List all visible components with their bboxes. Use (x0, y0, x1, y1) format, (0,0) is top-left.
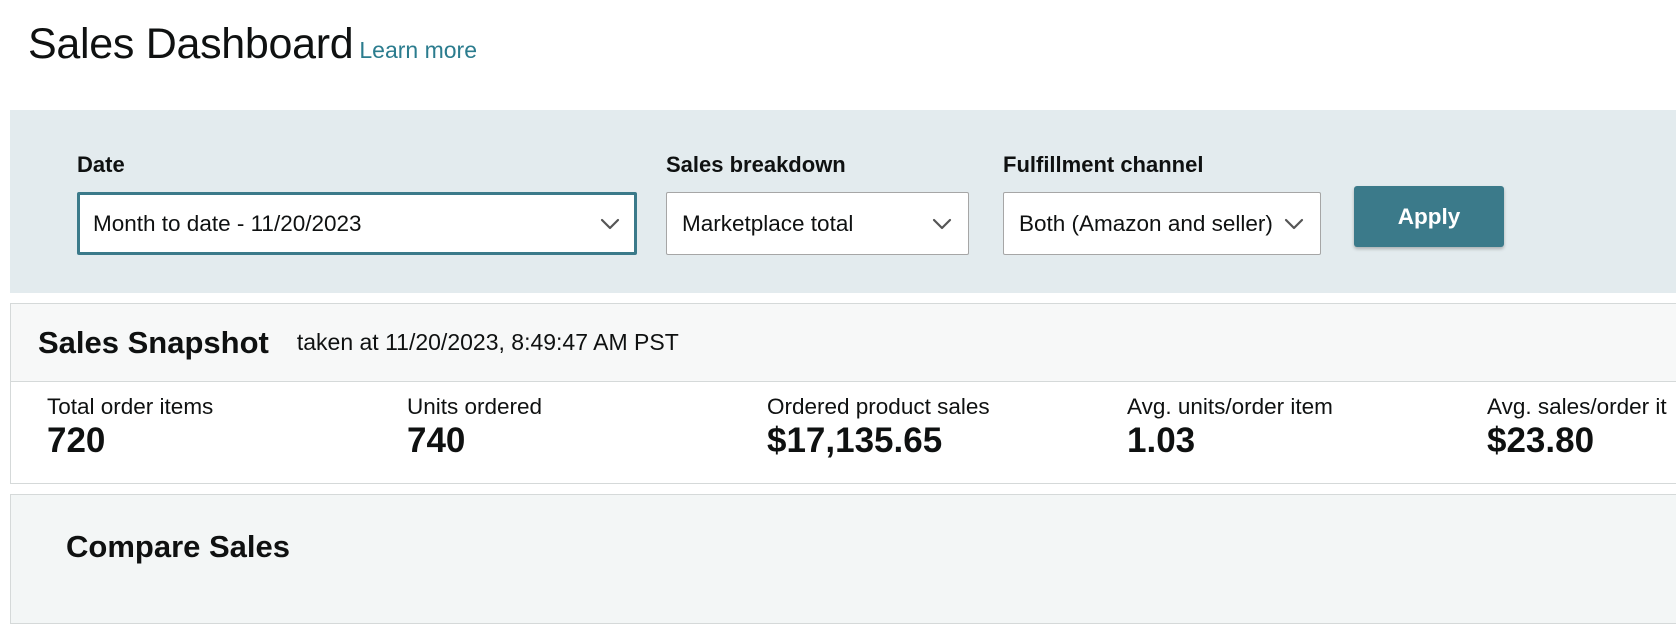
snapshot-timestamp: taken at 11/20/2023, 8:49:47 AM PST (296, 329, 679, 355)
page-header: Sales Dashboard Learn more (28, 18, 477, 70)
metric-value: 1.03 (1127, 421, 1196, 460)
metric-label: Units ordered (407, 394, 543, 419)
sales-snapshot-panel: Sales Snapshot taken at 11/20/2023, 8:49… (10, 303, 1676, 484)
compare-sales-panel: Compare Sales (10, 494, 1676, 624)
date-label: Date (77, 152, 125, 177)
metric-label: Total order items (47, 394, 214, 419)
metric-avg-sales-per-order-item: Avg. sales/order it $23.80 (1487, 392, 1667, 460)
metric-label: Ordered product sales (767, 394, 990, 419)
filter-bar: Date Month to date - 11/20/2023 Sales br… (10, 110, 1676, 293)
fulfillment-channel-label: Fulfillment channel (1003, 152, 1204, 177)
metric-label: Avg. sales/order it (1487, 394, 1667, 419)
sales-breakdown-select-value: Marketplace total (682, 210, 854, 236)
metric-value: $17,135.65 (767, 421, 943, 460)
chevron-down-icon (1284, 214, 1304, 234)
snapshot-title: Sales Snapshot (38, 324, 269, 360)
fulfillment-channel-select[interactable]: Both (Amazon and seller) (1003, 192, 1321, 255)
date-select[interactable]: Month to date - 11/20/2023 (77, 192, 637, 255)
metric-value: 740 (407, 421, 466, 460)
snapshot-header: Sales Snapshot taken at 11/20/2023, 8:49… (11, 304, 1676, 382)
compare-sales-title: Compare Sales (66, 529, 290, 564)
page-title: Sales Dashboard (28, 20, 354, 68)
chevron-down-icon (932, 214, 952, 234)
metric-ordered-product-sales: Ordered product sales $17,135.65 (767, 392, 990, 460)
chevron-down-icon (600, 214, 620, 234)
metric-value: $23.80 (1487, 421, 1595, 460)
fulfillment-channel-select-value: Both (Amazon and seller) (1019, 210, 1273, 236)
sales-breakdown-label: Sales breakdown (666, 152, 846, 177)
metric-value: 720 (47, 421, 106, 460)
sales-breakdown-filter: Sales breakdown Marketplace total (666, 150, 969, 255)
metric-units-ordered: Units ordered 740 (407, 392, 542, 460)
sales-breakdown-select[interactable]: Marketplace total (666, 192, 969, 255)
metric-total-order-items: Total order items 720 (47, 392, 213, 460)
apply-button[interactable]: Apply (1354, 186, 1504, 247)
metric-avg-units-per-order-item: Avg. units/order item 1.03 (1127, 392, 1333, 460)
learn-more-link[interactable]: Learn more (359, 37, 477, 63)
metric-label: Avg. units/order item (1127, 394, 1333, 419)
date-filter: Date Month to date - 11/20/2023 (77, 150, 637, 255)
snapshot-metrics: Total order items 720 Units ordered 740 … (11, 382, 1676, 483)
fulfillment-channel-filter: Fulfillment channel Both (Amazon and sel… (1003, 150, 1321, 255)
date-select-value: Month to date - 11/20/2023 (93, 210, 362, 236)
